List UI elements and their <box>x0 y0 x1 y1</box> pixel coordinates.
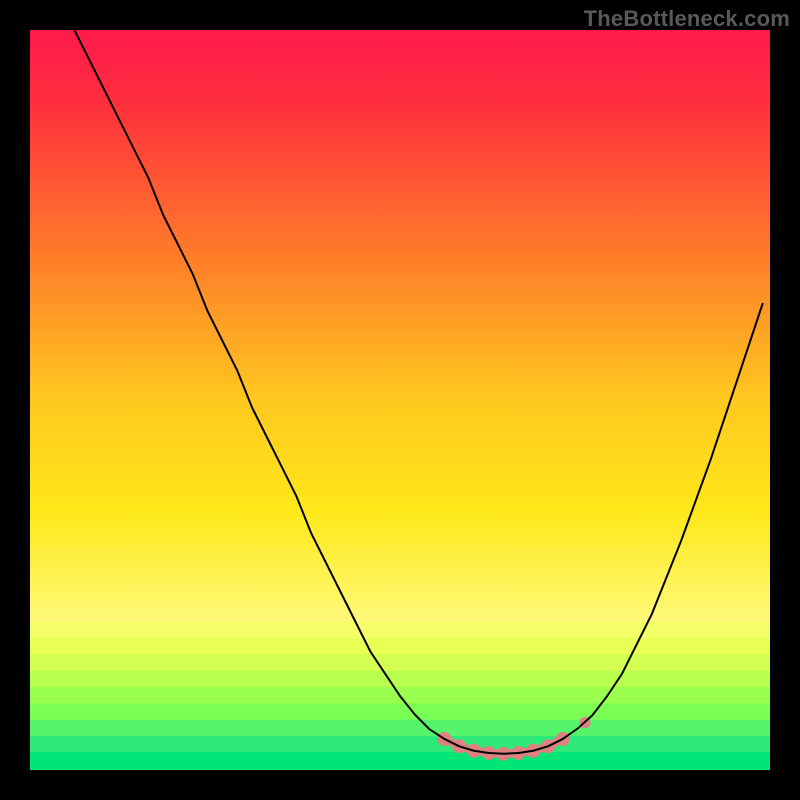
plot-area <box>30 30 770 770</box>
bottom-stripe <box>30 752 770 770</box>
watermark-text: TheBottleneck.com <box>584 6 790 32</box>
chart-frame: TheBottleneck.com <box>0 0 800 800</box>
plot-svg <box>30 30 770 770</box>
